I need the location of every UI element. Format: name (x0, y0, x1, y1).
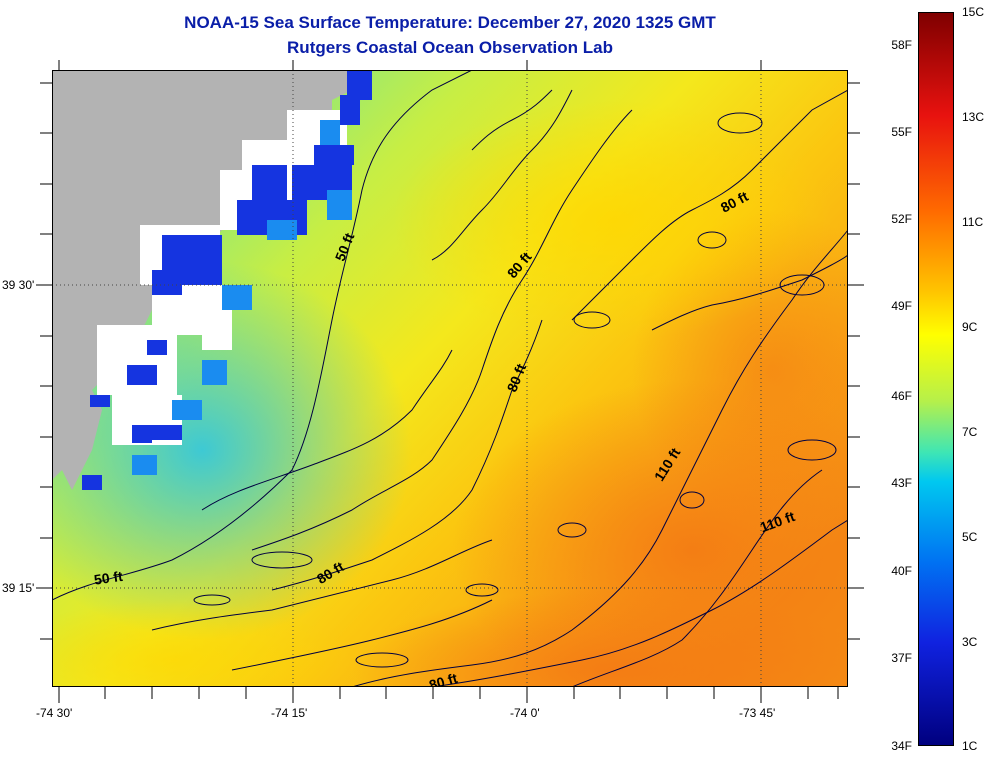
colorbar-label-c: 3C (962, 635, 978, 649)
colorbar-label-c: 1C (962, 739, 978, 753)
colorbar-label-c: 15C (962, 5, 985, 19)
colorbar-label-c: 9C (962, 320, 978, 334)
land-mass (52, 70, 352, 490)
yellow-offshore-band (392, 100, 832, 340)
colorbar-label-f: 58F (891, 38, 912, 52)
axis-ticks (36, 60, 864, 703)
temperature-colorbar (918, 12, 954, 746)
colorbar-label-f: 40F (891, 564, 912, 578)
x-tick-label: -74 15' (271, 706, 308, 720)
map-title: NOAA-15 Sea Surface Temperature: Decembe… (184, 13, 716, 32)
map-subtitle: Rutgers Coastal Ocean Observation Lab (287, 38, 613, 57)
colorbar-label-f: 49F (891, 299, 912, 313)
colorbar-label-f: 34F (891, 739, 912, 753)
sst-map: 50 ft 50 ft 80 ft 80 ft 80 ft 80 ft 80 f… (52, 70, 848, 687)
yellow-south-band (52, 600, 352, 687)
colorbar-label-c: 13C (962, 110, 985, 124)
y-tick-label: 39 30' (2, 278, 35, 292)
colorbar-label-f: 55F (891, 125, 912, 139)
colorbar-label-f: 43F (891, 476, 912, 490)
colorbar-label-c: 11C (962, 215, 984, 229)
map-frame (52, 70, 848, 687)
contour-label-50ft-south: 50 ft (93, 568, 124, 588)
graticule (52, 70, 848, 687)
x-tick-label: -74 30' (36, 706, 73, 720)
x-tick-label: -74 0' (510, 706, 540, 720)
colorbar-label-f: 52F (891, 212, 912, 226)
cold-pixels (82, 70, 372, 490)
bathymetry-contours (52, 70, 848, 687)
warm-water-south (352, 590, 848, 687)
x-tick-label: -73 45' (739, 706, 776, 720)
cool-pixels (132, 120, 352, 475)
colorbar-label-f: 46F (891, 389, 912, 403)
colorbar-label-c: 7C (962, 425, 978, 439)
colorbar-label-f: 37F (891, 651, 912, 665)
y-tick-label: 39 15' (2, 581, 35, 595)
colorbar-label-c: 5C (962, 530, 978, 544)
